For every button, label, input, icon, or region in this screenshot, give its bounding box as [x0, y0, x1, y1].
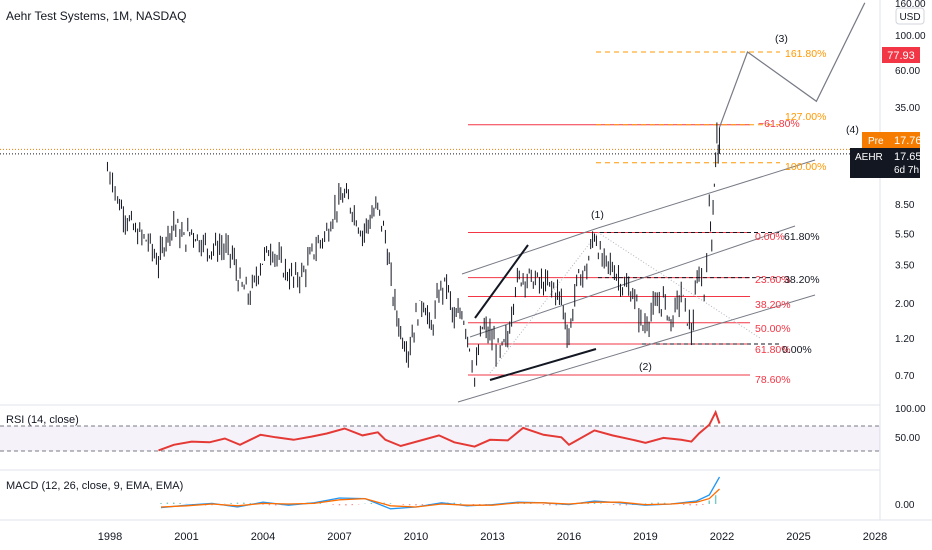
fib-r2-618-label: 61.80%	[784, 231, 820, 243]
wave-2-label: (2)	[639, 361, 652, 373]
channel-line	[457, 294, 816, 403]
time-tick-label: 2007	[327, 531, 351, 543]
rsi-line	[158, 409, 721, 452]
price-axis-panel[interactable]	[880, 0, 932, 550]
wave-1-label: (1)	[591, 209, 604, 221]
price-tick-label: 5.50	[895, 230, 915, 241]
fib-ret-0-label: 0.00%	[755, 231, 785, 243]
fib-r2-0-label: 0.00%	[782, 344, 812, 356]
rsi-tick-50: 50.00	[895, 433, 920, 444]
fib-connector	[597, 232, 761, 339]
macd-pane	[160, 476, 721, 510]
last-price-value: 17.65	[894, 151, 922, 163]
time-tick-label: 1998	[98, 531, 122, 543]
price-tick-label: 2.00	[895, 299, 915, 310]
trend-channels	[457, 159, 816, 403]
time-tick-label: 2001	[174, 531, 198, 543]
rsi-band	[0, 426, 880, 451]
price-tick-label: 0.70	[895, 371, 915, 382]
channel-line	[469, 225, 796, 338]
time-tick-label: 2028	[863, 531, 887, 543]
fib-ext-161-label: 161.80%	[785, 48, 826, 60]
time-tick-label: 2016	[557, 531, 581, 543]
channel-line	[597, 159, 816, 229]
last-price-tag[interactable]: AEHR 17.65 6d 7h	[850, 148, 922, 178]
time-tick-label: 2010	[404, 531, 428, 543]
rsi-tick-100: 100.00	[895, 404, 926, 415]
fib-ret-50-label: 50.00%	[755, 323, 791, 335]
time-tick-label: 2004	[251, 531, 275, 543]
triangle-lower-line	[489, 348, 597, 381]
chart-title: Aehr Test Systems, 1M, NASDAQ	[6, 9, 187, 23]
fib-ret-382-label: 38.20%	[755, 299, 791, 311]
triangle-upper-line	[474, 244, 529, 319]
price-tick-label: 100.00	[895, 31, 926, 42]
price-axis-ticks: 0.70 1.20 2.00 3.50 5.50 8.50 35.00 60.00 100.00…	[895, 0, 926, 382]
currency-badge[interactable]: USD	[895, 7, 925, 25]
time-axis-ticks: 1998 2001 2004 2007 2010 2013 2016 2019 2022 2025…	[98, 531, 887, 543]
channel-line	[461, 227, 599, 275]
fib-ext-100-label: 100.00%	[785, 161, 826, 173]
price-tick-label: 60.00	[895, 66, 920, 77]
fibonacci-drawings	[0, 51, 880, 376]
wave-4-label: (4)	[846, 124, 859, 136]
price-series	[106, 122, 720, 387]
price-tick-label: 8.50	[895, 200, 915, 211]
macd-signal-line	[160, 488, 720, 508]
macd-tick-0: 0.00	[895, 500, 915, 511]
rsi-legend[interactable]: RSI (14, close)	[6, 414, 79, 426]
wave-projection	[718, 2, 866, 128]
premarket-price-tag[interactable]: Pre 17.76	[862, 132, 922, 148]
time-tick-label: 2022	[710, 531, 734, 543]
premarket-value: 17.76	[894, 135, 922, 147]
fib-ret-m618-label: −61.80%	[758, 118, 800, 130]
fib-r2-382-label: 38.20%	[784, 274, 820, 286]
rsi-pane	[0, 409, 880, 452]
time-tick-label: 2013	[480, 531, 504, 543]
price-tick-label: 1.20	[895, 334, 915, 345]
fib-ext-127-label: 127.00%	[785, 111, 826, 123]
macd-legend[interactable]: MACD (12, 26, close, 9, EMA, EMA)	[6, 480, 183, 492]
time-tick-label: 2025	[786, 531, 810, 543]
target-price-tag[interactable]: 77.93	[882, 47, 920, 63]
currency-badge-label: USD	[899, 12, 920, 23]
price-tick-label: 35.00	[895, 103, 920, 114]
time-tick-label: 2019	[633, 531, 657, 543]
wave-projection-path	[718, 2, 866, 128]
premarket-label: Pre	[868, 136, 884, 147]
fib-ret-618-label: 61.80%	[755, 344, 791, 356]
target-price-value: 77.93	[887, 50, 915, 62]
price-tick-label: 3.50	[895, 261, 915, 272]
fib-ret-236-label: 23.60%	[755, 274, 791, 286]
fib-ret-786-label: 78.60%	[755, 374, 791, 386]
bar-countdown: 6d 7h	[894, 165, 919, 176]
fib-connector	[489, 232, 599, 374]
wave-3-label: (3)	[775, 33, 788, 45]
price-tick-label: 160.00	[895, 0, 926, 10]
last-price-symbol: AEHR	[855, 152, 883, 163]
